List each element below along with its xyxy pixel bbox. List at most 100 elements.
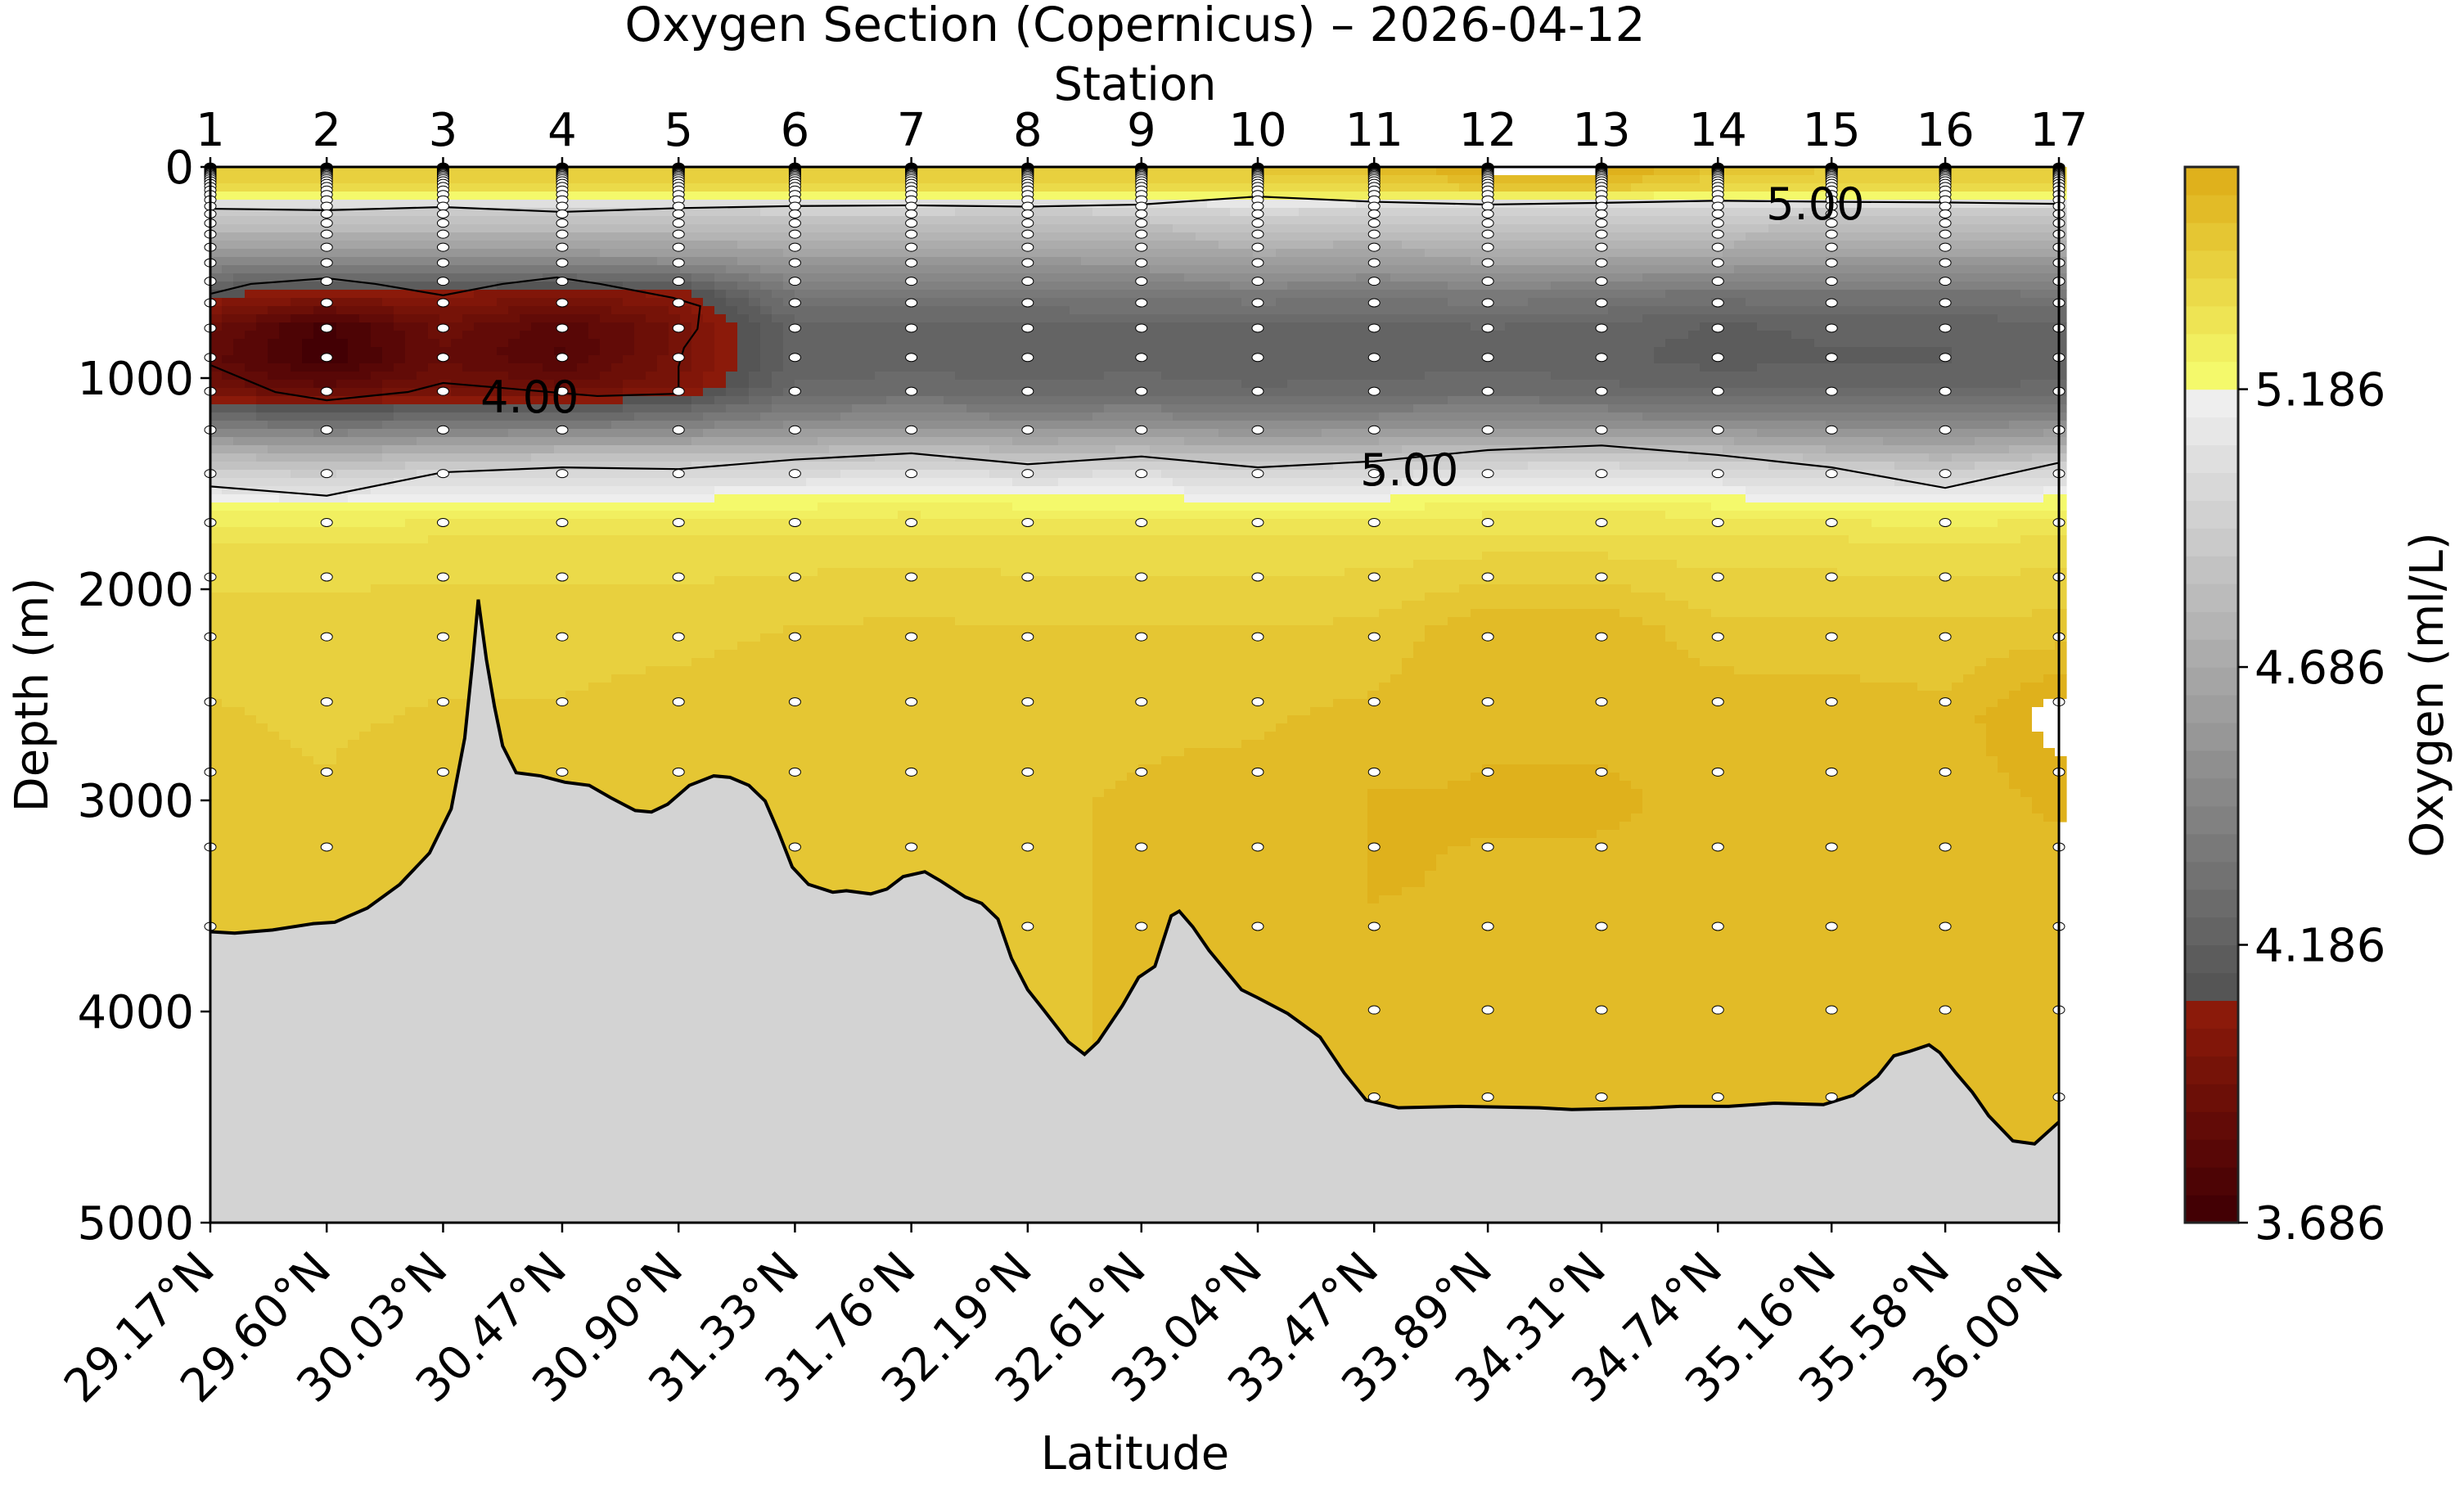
contour-cell — [1505, 470, 1517, 479]
contour-cell — [760, 412, 773, 421]
contour-cell — [772, 535, 784, 577]
contour-cell — [737, 453, 750, 462]
contour-cell — [1608, 241, 1620, 250]
contour-cell — [1322, 445, 1334, 454]
contour-cell — [405, 224, 417, 233]
contour-cell — [1597, 396, 1609, 405]
contour-cell — [1070, 396, 1082, 405]
contour-cell — [1104, 241, 1116, 250]
contour-cell — [634, 224, 646, 233]
contour-cell — [634, 183, 646, 192]
contour-cell — [371, 192, 383, 201]
contour-cell — [1322, 192, 1334, 201]
contour-cell — [1218, 200, 1231, 209]
contour-cell — [1047, 183, 1059, 192]
contour-cell — [1528, 290, 1540, 299]
contour-cell — [1310, 494, 1322, 503]
contour-cell — [691, 396, 704, 405]
contour-cell — [1619, 421, 1632, 430]
contour-cell — [462, 437, 475, 446]
contour-cell — [726, 519, 738, 536]
contour-cell — [749, 462, 761, 471]
contour-cell — [1184, 445, 1196, 454]
contour-cell — [394, 462, 406, 471]
contour-cell — [1551, 437, 1563, 446]
contour-cell — [669, 445, 681, 454]
contour-cell — [1413, 560, 1426, 602]
contour-cell — [863, 306, 876, 323]
contour-cell — [474, 241, 486, 250]
contour-cell — [1299, 257, 1311, 266]
contour-cell — [1161, 314, 1173, 323]
contour-cell — [1161, 519, 1173, 536]
contour-cell — [1459, 470, 1471, 479]
contour-cell — [623, 192, 635, 201]
contour-cell — [863, 265, 876, 274]
contour-cell — [233, 478, 245, 487]
contour-cell — [291, 306, 303, 315]
contour-cell — [1207, 273, 1219, 282]
contour-cell — [1597, 453, 1609, 462]
contour-cell — [348, 241, 360, 250]
contour-cell — [1150, 404, 1162, 413]
contour-cell — [703, 282, 715, 291]
contour-cell — [875, 298, 887, 307]
contour-cell — [1115, 265, 1128, 274]
contour-cell — [818, 396, 830, 405]
contour-cell — [818, 535, 830, 569]
contour-cell — [428, 208, 440, 217]
contour-cell — [1104, 478, 1116, 487]
contour-cell — [1379, 183, 1391, 192]
contour-cell — [1230, 314, 1242, 323]
contour-cell — [279, 298, 291, 307]
contour-cell — [1459, 437, 1471, 446]
contour-cell — [1539, 216, 1552, 225]
contour-cell — [1047, 380, 1059, 397]
contour-cell — [829, 404, 841, 413]
contour-cell — [1333, 249, 1345, 258]
contour-cell — [1459, 535, 1471, 561]
contour-cell — [1345, 478, 1357, 487]
contour-cell — [1070, 208, 1082, 217]
contour-cell — [359, 429, 372, 438]
contour-cell — [921, 494, 933, 503]
contour-cell — [1138, 462, 1151, 471]
contour-cell — [1310, 298, 1322, 315]
contour-cell — [1356, 200, 1368, 209]
contour-cell — [313, 249, 326, 258]
contour-cell — [245, 543, 257, 593]
contour-cell — [1608, 257, 1620, 266]
contour-cell — [1379, 241, 1391, 250]
contour-cell — [1448, 282, 1460, 291]
contour-cell — [1058, 576, 1070, 626]
contour-cell — [1001, 216, 1013, 225]
contour-cell — [783, 429, 795, 438]
contour-cell — [279, 412, 291, 421]
contour-cell — [818, 183, 830, 192]
contour-cell — [634, 241, 646, 250]
contour-cell — [944, 421, 956, 430]
contour-cell — [921, 224, 933, 233]
contour-cell — [302, 470, 314, 479]
contour-cell — [1173, 298, 1185, 315]
contour-cell — [1516, 502, 1529, 511]
contour-cell — [1196, 192, 1208, 201]
contour-cell — [1367, 478, 1380, 487]
contour-cell — [348, 306, 360, 315]
contour-cell — [279, 380, 291, 389]
contour-cell — [382, 314, 394, 323]
contour-cell — [691, 265, 704, 274]
contour-cell — [1459, 486, 1471, 495]
contour-cell — [1035, 265, 1047, 274]
contour-cell — [1115, 232, 1128, 241]
contour-cell — [989, 535, 1002, 569]
contour-cell — [760, 576, 773, 634]
contour-cell — [348, 396, 360, 405]
contour-cell — [1505, 232, 1517, 241]
contour-cell — [1287, 486, 1300, 495]
contour-cell — [508, 241, 520, 250]
contour-cell — [451, 429, 463, 438]
contour-cell — [313, 257, 326, 266]
contour-cell — [1390, 224, 1403, 233]
contour-cell — [256, 396, 268, 405]
